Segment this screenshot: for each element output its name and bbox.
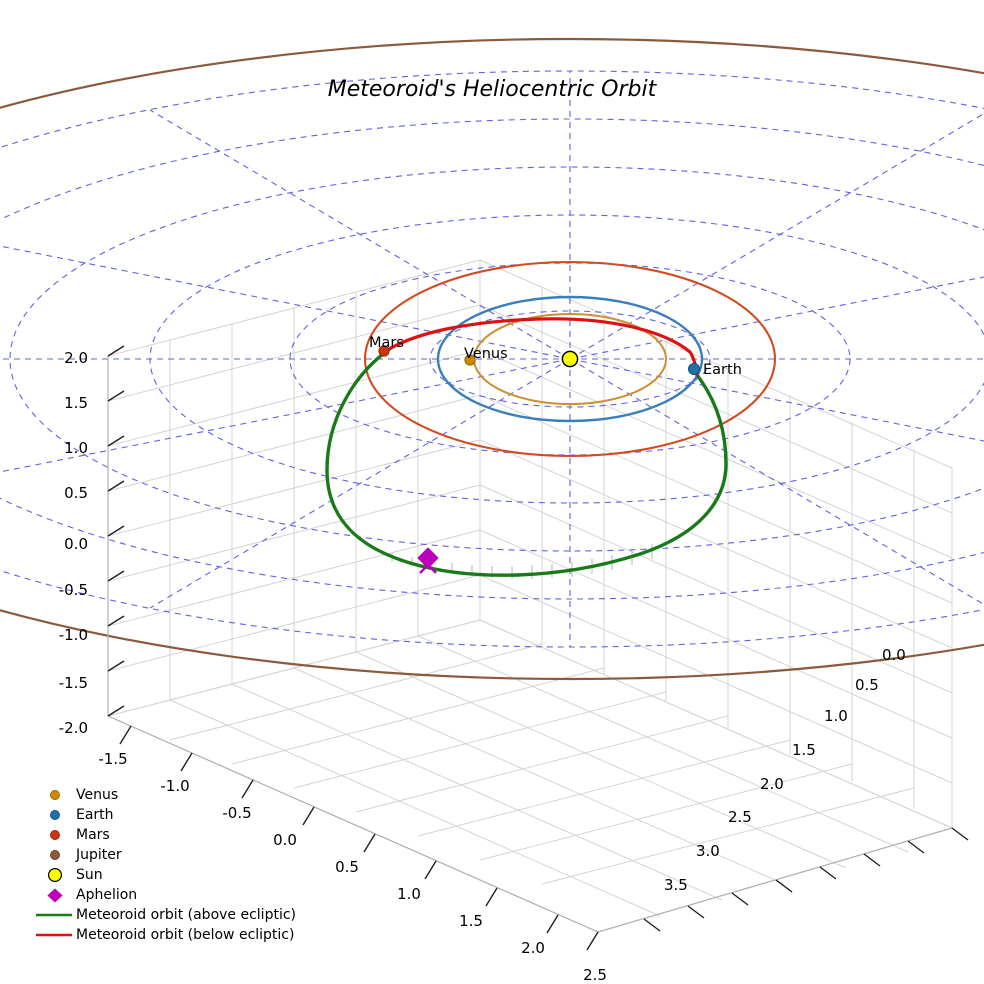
legend-label-orbit-above: Meteoroid orbit (above ecliptic): [76, 907, 296, 923]
svg-text:-1.5: -1.5: [98, 750, 127, 768]
svg-text:Mars: Mars: [369, 335, 404, 351]
legend-item-mars[interactable]: Mars: [50, 827, 110, 843]
legend-label-sun: Sun: [76, 867, 103, 883]
svg-text:2.5: 2.5: [728, 808, 752, 826]
meteoroid-orbit-above: [325, 346, 728, 577]
svg-text:2.0: 2.0: [760, 775, 784, 793]
legend-marker-jupiter-icon: [50, 850, 60, 860]
legend: Venus Earth Mars Jupiter Sun: [36, 787, 296, 943]
svg-text:1.5: 1.5: [64, 394, 88, 412]
svg-text:2.0: 2.0: [521, 939, 545, 957]
z-tick-labels: 2.0 1.5 1.0 0.5 0.0 -0.5 -1.0 -1.5 -2.0: [59, 349, 88, 737]
x-tick-labels: -1.5 -1.0 -0.5 0.0 0.5 1.0 1.5 2.0 2.5: [98, 750, 607, 984]
tick-marks: [107, 345, 969, 951]
svg-text:-1.0: -1.0: [160, 777, 189, 795]
legend-label-mars: Mars: [76, 827, 110, 843]
svg-text:Earth: Earth: [703, 362, 742, 378]
marker-venus: [464, 354, 476, 366]
right-wall-grid: [479, 259, 953, 829]
marker-mars: [378, 345, 390, 357]
svg-text:1.0: 1.0: [64, 439, 88, 457]
svg-text:-1.0: -1.0: [59, 626, 88, 644]
svg-text:0.0: 0.0: [882, 646, 906, 664]
legend-item-aphelion[interactable]: Aphelion: [47, 887, 137, 903]
axis-spines: [107, 356, 953, 933]
chart-title: Meteoroid's Heliocentric Orbit: [328, 77, 658, 102]
legend-item-venus[interactable]: Venus: [50, 787, 118, 803]
orbit-jupiter: [0, 37, 984, 681]
legend-marker-mars-icon: [50, 830, 60, 840]
orbit-mars: [363, 260, 777, 458]
svg-text:0.0: 0.0: [64, 535, 88, 553]
axes-3d-panes: [107, 259, 953, 933]
meteoroid-orbit-below: [389, 317, 699, 377]
floor-grid: [107, 619, 953, 933]
marker-aphelion: [417, 547, 439, 574]
svg-text:1.5: 1.5: [792, 741, 816, 759]
svg-text:-1.5: -1.5: [59, 674, 88, 692]
svg-text:-0.5: -0.5: [59, 581, 88, 599]
legend-item-sun[interactable]: Sun: [47, 867, 103, 883]
svg-text:0.5: 0.5: [64, 484, 88, 502]
legend-label-orbit-below: Meteoroid orbit (below ecliptic): [76, 927, 294, 943]
legend-label-earth: Earth: [76, 807, 114, 823]
marker-sun: [561, 350, 579, 368]
legend-marker-earth-icon: [50, 810, 60, 820]
legend-item-orbit-above[interactable]: Meteoroid orbit (above ecliptic): [36, 907, 296, 923]
svg-text:2.0: 2.0: [64, 349, 88, 367]
svg-text:0.0: 0.0: [273, 831, 297, 849]
point-annotations: Mars Venus Earth: [369, 335, 742, 378]
svg-text:1.5: 1.5: [459, 912, 483, 930]
svg-text:1.0: 1.0: [397, 885, 421, 903]
svg-text:3.0: 3.0: [696, 842, 720, 860]
marker-earth: [688, 362, 701, 375]
left-wall-grid: [107, 259, 481, 717]
legend-item-jupiter[interactable]: Jupiter: [50, 847, 122, 863]
svg-text:3.5: 3.5: [664, 876, 688, 894]
legend-marker-aphelion-icon: [47, 888, 63, 903]
legend-marker-venus-icon: [50, 790, 60, 800]
svg-text:1.0: 1.0: [824, 707, 848, 725]
svg-text:2.5: 2.5: [583, 966, 607, 984]
svg-text:-2.0: -2.0: [59, 719, 88, 737]
svg-text:0.5: 0.5: [855, 676, 879, 694]
legend-item-earth[interactable]: Earth: [50, 807, 114, 823]
x-axis-spine: [107, 715, 599, 933]
svg-text:-0.5: -0.5: [222, 804, 251, 822]
legend-label-aphelion: Aphelion: [76, 887, 137, 903]
svg-text:0.5: 0.5: [335, 858, 359, 876]
planet-markers: [378, 345, 701, 375]
orbit-earth: [436, 295, 704, 423]
legend-item-orbit-below[interactable]: Meteoroid orbit (below ecliptic): [36, 927, 294, 943]
legend-marker-sun-icon: [47, 867, 62, 882]
y-axis-spine: [597, 827, 953, 933]
legend-label-jupiter: Jupiter: [75, 847, 122, 863]
y-tick-labels: 0.0 0.5 1.0 1.5 2.0 2.5 3.0 3.5: [664, 646, 906, 894]
svg-text:Venus: Venus: [464, 346, 508, 362]
legend-label-venus: Venus: [76, 787, 118, 803]
